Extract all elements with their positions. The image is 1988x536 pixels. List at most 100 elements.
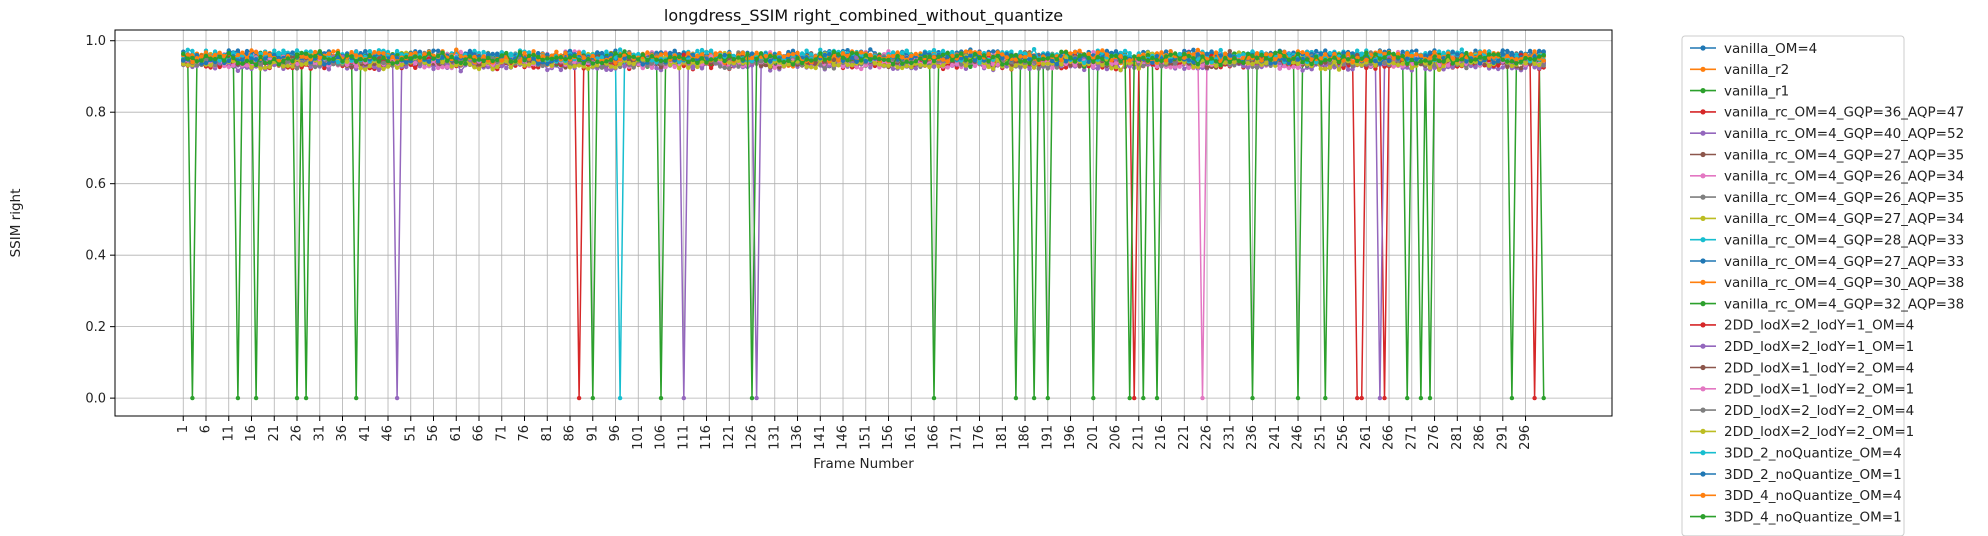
x-tick-label: 11 xyxy=(221,425,236,442)
data-point xyxy=(868,65,873,70)
x-tick-label: 286 xyxy=(1473,425,1488,450)
data-point xyxy=(1532,395,1537,401)
data-point xyxy=(1400,49,1405,54)
x-tick-label: 221 xyxy=(1177,425,1192,450)
data-point xyxy=(708,65,714,71)
data-point xyxy=(504,65,509,71)
data-point xyxy=(681,395,686,401)
data-point xyxy=(476,51,482,56)
data-point xyxy=(1496,63,1501,68)
data-point xyxy=(1505,48,1510,54)
data-point xyxy=(1450,65,1455,70)
data-point xyxy=(435,48,441,53)
series xyxy=(181,49,1546,401)
data-point xyxy=(1013,395,1019,401)
y-tick-label: 0.4 xyxy=(85,249,106,264)
y-tick-label: 0.8 xyxy=(85,106,106,121)
x-tick-label: 111 xyxy=(676,425,691,450)
data-point xyxy=(294,395,300,401)
data-point xyxy=(1182,48,1187,54)
data-point xyxy=(1163,49,1169,54)
x-tick-label: 191 xyxy=(1040,425,1055,450)
series-line xyxy=(182,52,1545,399)
x-tick-label: 96 xyxy=(608,425,623,442)
data-point xyxy=(1414,48,1419,53)
x-tick-label: 246 xyxy=(1291,425,1306,450)
data-point xyxy=(1500,48,1506,53)
x-tick-label: 51 xyxy=(403,425,418,442)
data-point xyxy=(1436,49,1442,54)
data-point xyxy=(1154,395,1160,401)
data-point xyxy=(690,65,696,71)
x-tick-label: 251 xyxy=(1313,425,1328,450)
data-point xyxy=(1473,65,1478,70)
data-point xyxy=(1323,395,1328,401)
data-point xyxy=(253,395,259,401)
x-tick-label: 296 xyxy=(1518,425,1533,450)
data-point xyxy=(431,66,436,72)
x-tick-label: 36 xyxy=(335,425,350,442)
x-tick-label: 121 xyxy=(722,425,737,450)
x-tick-label: 181 xyxy=(995,425,1010,450)
data-point xyxy=(472,48,477,54)
data-point xyxy=(1009,49,1014,54)
data-point xyxy=(536,51,541,56)
data-point xyxy=(431,48,436,53)
y-tick-label: 0.0 xyxy=(85,392,106,407)
x-tick-label: 66 xyxy=(472,425,487,442)
data-point xyxy=(963,66,969,72)
data-point xyxy=(190,395,195,401)
data-point xyxy=(913,66,918,71)
data-point xyxy=(809,52,814,57)
plot-series xyxy=(181,47,1546,401)
series xyxy=(181,47,1546,401)
x-tick-label: 21 xyxy=(267,425,282,442)
data-point xyxy=(991,49,996,54)
series-line xyxy=(182,56,1545,399)
y-tick-label: 1.0 xyxy=(85,34,106,49)
series xyxy=(181,55,1546,401)
series-line xyxy=(182,50,1545,399)
data-point xyxy=(1122,48,1128,54)
data-point xyxy=(890,50,896,55)
data-point xyxy=(1423,66,1428,72)
series-line xyxy=(183,49,1544,399)
x-tick-label: 231 xyxy=(1222,425,1237,450)
x-tick-label: 241 xyxy=(1268,425,1283,450)
x-tick-label: 106 xyxy=(654,425,669,450)
data-point xyxy=(413,65,418,71)
data-point xyxy=(1031,395,1037,401)
data-point xyxy=(1191,47,1196,52)
data-point xyxy=(695,48,700,54)
x-tick-label: 86 xyxy=(563,425,578,442)
x-tick-label: 261 xyxy=(1359,425,1374,450)
data-point xyxy=(658,395,664,401)
x-tick-label: 216 xyxy=(1154,425,1169,450)
x-tick-label: 136 xyxy=(790,425,805,450)
data-point xyxy=(768,68,773,73)
x-tick-label: 141 xyxy=(813,425,828,450)
data-point xyxy=(458,69,463,74)
y-tick-label: 0.6 xyxy=(85,177,106,192)
data-point xyxy=(754,395,759,401)
x-tick-label: 46 xyxy=(381,425,396,442)
x-tick-label: 156 xyxy=(881,425,896,450)
x-tick-label: 186 xyxy=(1018,425,1033,450)
x-tick-label: 76 xyxy=(517,425,532,442)
data-point xyxy=(558,67,564,73)
x-tick-label: 1 xyxy=(176,425,191,433)
data-point xyxy=(1091,50,1096,55)
data-point xyxy=(1345,67,1351,72)
data-point xyxy=(1204,65,1210,70)
x-tick-label: 6 xyxy=(199,425,214,433)
x-tick-label: 226 xyxy=(1200,425,1215,450)
x-tick-label: 271 xyxy=(1404,425,1419,450)
data-point xyxy=(931,64,937,70)
data-point xyxy=(1141,395,1146,401)
x-tick-label: 41 xyxy=(358,425,373,442)
data-point xyxy=(1104,66,1110,72)
x-tick-label: 196 xyxy=(1063,425,1078,450)
data-point xyxy=(1377,395,1383,401)
data-point xyxy=(622,64,627,69)
data-point xyxy=(1027,66,1032,72)
